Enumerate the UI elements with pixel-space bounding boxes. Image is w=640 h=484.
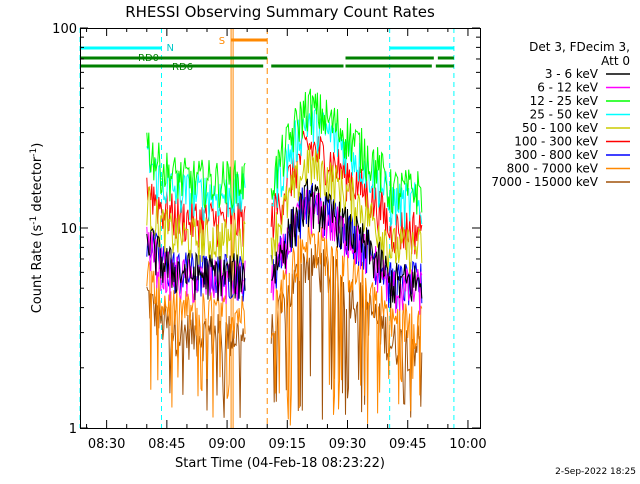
series-line bbox=[146, 260, 246, 418]
y-label-end: ) bbox=[30, 143, 45, 148]
x-tick-label: 09:00 bbox=[208, 437, 245, 452]
rd6-label: RD6 bbox=[172, 62, 193, 73]
series-line bbox=[270, 180, 423, 309]
series-line bbox=[146, 143, 246, 222]
annotations-layer: N S RD0 RD6 bbox=[79, 28, 455, 428]
series-line bbox=[146, 185, 246, 267]
series-line bbox=[146, 132, 246, 209]
series-line bbox=[146, 226, 246, 304]
legend-label: 7000 - 15000 keV bbox=[491, 175, 598, 189]
series-300-800keV bbox=[146, 180, 423, 309]
legend-label: 100 - 300 keV bbox=[514, 135, 598, 149]
series-12-25keV bbox=[146, 88, 423, 215]
rd0-label: RD0 bbox=[138, 53, 159, 64]
legend-label: 50 - 100 keV bbox=[522, 121, 599, 135]
legend-header-1: Det 3, FDecim 3, bbox=[529, 40, 630, 54]
y-tick-label: 10 bbox=[60, 222, 77, 237]
y-axis-label: Count Rate (s-1 detector-1) bbox=[29, 143, 45, 314]
night-label: N bbox=[166, 43, 173, 54]
x-tick-label: 09:45 bbox=[389, 437, 426, 452]
saa-label: S bbox=[219, 36, 225, 47]
x-tick-label: 09:15 bbox=[269, 437, 306, 452]
chart-title: RHESSI Observing Summary Count Rates bbox=[125, 3, 435, 21]
legend-label: 12 - 25 keV bbox=[530, 94, 599, 108]
footer-date: 2-Sep-2022 18:25 bbox=[555, 467, 636, 477]
series-line bbox=[146, 230, 246, 302]
x-tick-label: 10:00 bbox=[449, 437, 486, 452]
y-axis: 1 10 100 bbox=[52, 22, 480, 437]
series-line bbox=[270, 144, 423, 275]
legend-header-2: Att 0 bbox=[601, 54, 630, 68]
x-axis: 08:30 08:45 09:00 09:15 09:30 09:45 10:00 bbox=[86, 28, 487, 452]
legend-label: 3 - 6 keV bbox=[545, 67, 599, 81]
series-50-100keV bbox=[146, 144, 423, 275]
legend-label: 25 - 50 keV bbox=[530, 108, 599, 122]
series-line bbox=[270, 130, 423, 255]
series-3-6keV bbox=[146, 178, 423, 308]
y-tick-label: 100 bbox=[52, 22, 77, 37]
y-label-main: Count Rate (s bbox=[30, 225, 45, 314]
legend-label: 300 - 800 keV bbox=[514, 148, 598, 162]
x-tick-label: 08:45 bbox=[148, 437, 185, 452]
y-tick-label: 1 bbox=[69, 422, 77, 437]
x-axis-label: Start Time (04-Feb-18 08:23:22) bbox=[175, 456, 385, 471]
y-label-mid: detector bbox=[30, 156, 45, 216]
series-layer bbox=[146, 88, 423, 426]
x-tick-label: 08:30 bbox=[88, 437, 125, 452]
series-line bbox=[270, 88, 423, 215]
series-line bbox=[146, 228, 246, 301]
series-line bbox=[271, 178, 423, 308]
x-tick-label: 09:30 bbox=[329, 437, 366, 452]
legend-label: 6 - 12 keV bbox=[537, 81, 599, 95]
y-label-sup2: -1 bbox=[29, 148, 39, 157]
legend-label: 800 - 7000 keV bbox=[507, 162, 599, 176]
series-line bbox=[270, 244, 423, 420]
y-label-sup1: -1 bbox=[29, 216, 39, 225]
